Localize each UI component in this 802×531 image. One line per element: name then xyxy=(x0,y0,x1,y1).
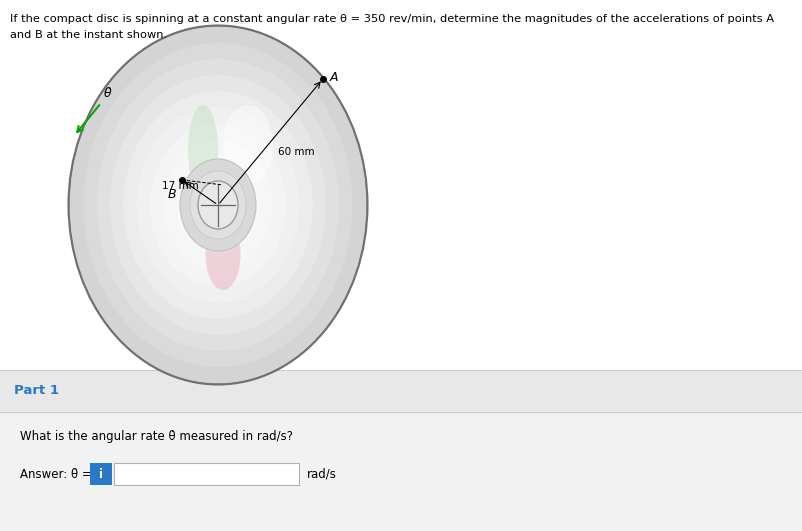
Ellipse shape xyxy=(83,43,353,367)
Ellipse shape xyxy=(205,220,241,290)
Text: 17 mm: 17 mm xyxy=(162,182,199,191)
Bar xyxy=(114,463,299,485)
Ellipse shape xyxy=(68,25,367,384)
Ellipse shape xyxy=(70,27,366,383)
Text: rad/s: rad/s xyxy=(307,467,337,481)
Bar xyxy=(90,463,112,485)
Ellipse shape xyxy=(110,75,326,335)
Ellipse shape xyxy=(180,159,256,251)
Bar xyxy=(0,370,802,412)
Ellipse shape xyxy=(96,59,339,351)
Ellipse shape xyxy=(136,107,299,303)
Bar xyxy=(0,412,802,531)
Text: θ̇: θ̇ xyxy=(104,87,111,100)
Ellipse shape xyxy=(124,91,313,319)
Ellipse shape xyxy=(190,171,246,239)
Ellipse shape xyxy=(70,27,366,383)
Text: i: i xyxy=(99,467,103,481)
Text: Answer: θ̇ =: Answer: θ̇ = xyxy=(20,467,91,481)
Bar xyxy=(0,0,802,370)
Ellipse shape xyxy=(150,123,286,287)
Ellipse shape xyxy=(188,105,218,195)
Ellipse shape xyxy=(198,181,238,229)
Text: 60 mm: 60 mm xyxy=(278,147,315,157)
Text: and B at the instant shown.: and B at the instant shown. xyxy=(10,30,167,40)
Text: A: A xyxy=(330,71,338,84)
Ellipse shape xyxy=(185,166,250,244)
Text: If the compact disc is spinning at a constant angular rate θ̇ = 350 rev/min, det: If the compact disc is spinning at a con… xyxy=(10,14,774,24)
Text: Part 1: Part 1 xyxy=(14,384,59,398)
Ellipse shape xyxy=(176,155,259,255)
Text: What is the angular rate θ̇ measured in rad/s?: What is the angular rate θ̇ measured in … xyxy=(20,430,293,443)
Ellipse shape xyxy=(164,139,273,271)
Text: B: B xyxy=(168,188,176,201)
Ellipse shape xyxy=(223,105,273,185)
